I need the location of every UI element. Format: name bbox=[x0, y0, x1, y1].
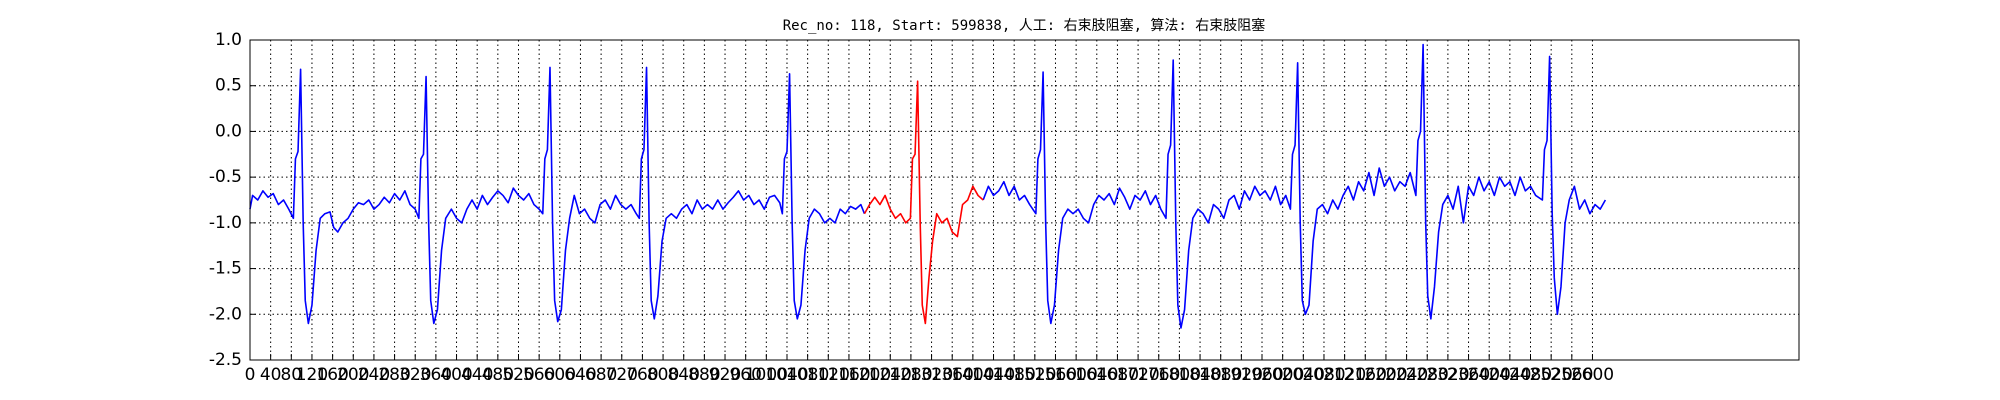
x-tick-label: 2080 bbox=[1302, 365, 1345, 385]
x-tick-label: 360 bbox=[420, 365, 452, 385]
x-tick-label: 320 bbox=[399, 365, 431, 385]
x-tick-label: 2520 bbox=[1530, 365, 1573, 385]
y-tick-label: -2.5 bbox=[209, 350, 242, 370]
x-tick-label: 2560 bbox=[1550, 365, 1593, 385]
x-tick-label: 1440 bbox=[972, 365, 1015, 385]
x-tick-label: 1040 bbox=[765, 365, 808, 385]
x-tick-label: 760 bbox=[626, 365, 658, 385]
y-tick-label: -0.5 bbox=[209, 167, 242, 187]
plot-frame bbox=[249, 39, 1800, 361]
x-tick-label: 1240 bbox=[869, 365, 912, 385]
x-tick-label: 1360 bbox=[931, 365, 974, 385]
x-tick-label: 880 bbox=[688, 365, 720, 385]
x-tick-label: 1200 bbox=[848, 365, 891, 385]
x-tick-label: 1120 bbox=[807, 365, 850, 385]
x-tick-label: 800 bbox=[647, 365, 679, 385]
x-tick-label: 2360 bbox=[1447, 365, 1490, 385]
x-tick-label: 1800 bbox=[1158, 365, 1201, 385]
x-tick-label: 1600 bbox=[1055, 365, 1098, 385]
x-tick-label: 40 bbox=[260, 365, 282, 385]
x-tick-label: 520 bbox=[502, 365, 534, 385]
x-tick-label: 1160 bbox=[827, 365, 870, 385]
x-tick-label: 2400 bbox=[1468, 365, 1511, 385]
x-tick-label: 120 bbox=[296, 365, 328, 385]
x-tick-label: 0 bbox=[245, 365, 256, 385]
x-tick-label: 2040 bbox=[1282, 365, 1325, 385]
x-tick-label: 1480 bbox=[993, 365, 1036, 385]
x-tick-label: 600 bbox=[544, 365, 576, 385]
x-tick-label: 560 bbox=[523, 365, 555, 385]
x-tick-label: 920 bbox=[709, 365, 741, 385]
x-tick-label: 2280 bbox=[1406, 365, 1449, 385]
x-tick-label: 1400 bbox=[951, 365, 994, 385]
x-tick-label: 2320 bbox=[1426, 365, 1469, 385]
x-tick-label: 1920 bbox=[1220, 365, 1263, 385]
x-tick-label: 2440 bbox=[1488, 365, 1531, 385]
x-tick-label: 400 bbox=[440, 365, 472, 385]
x-tick-label: 1880 bbox=[1199, 365, 1242, 385]
y-tick-label: -1.5 bbox=[209, 259, 242, 279]
series-line bbox=[249, 43, 1607, 329]
x-tick-label: 2120 bbox=[1323, 365, 1366, 385]
series-line bbox=[863, 80, 984, 325]
x-tick-label: 2000 bbox=[1261, 365, 1304, 385]
x-tick-label: 960 bbox=[729, 365, 761, 385]
x-tick-label: 2240 bbox=[1385, 365, 1428, 385]
x-tick-label: 2160 bbox=[1344, 365, 1387, 385]
x-tick-label: 1080 bbox=[786, 365, 829, 385]
y-tick-label: -1.0 bbox=[209, 213, 242, 233]
y-tick-label: 0.5 bbox=[215, 76, 242, 96]
x-tick-label: 200 bbox=[337, 365, 369, 385]
x-tick-label: 720 bbox=[606, 365, 638, 385]
x-tick-label: 1560 bbox=[1034, 365, 1077, 385]
x-tick-label: 640 bbox=[564, 365, 596, 385]
x-tick-label: 2480 bbox=[1509, 365, 1552, 385]
chart-title: Rec_no: 118, Start: 599838, 人工: 右束肢阻塞, 算… bbox=[783, 17, 1266, 34]
x-tick-label: 840 bbox=[667, 365, 699, 385]
x-tick-label: 1320 bbox=[910, 365, 953, 385]
x-tick-label: 1720 bbox=[1116, 365, 1159, 385]
x-tick-label: 1760 bbox=[1137, 365, 1180, 385]
x-tick-label: 240 bbox=[358, 365, 390, 385]
y-tick-label: -2.0 bbox=[209, 304, 242, 324]
x-tick-label: 1280 bbox=[889, 365, 932, 385]
x-tick-label: 1680 bbox=[1096, 365, 1139, 385]
x-tick-label: 2600 bbox=[1571, 365, 1614, 385]
y-tick-label: 0.0 bbox=[215, 121, 242, 141]
x-tick-label: 2200 bbox=[1364, 365, 1407, 385]
x-tick-label: 160 bbox=[316, 365, 348, 385]
x-tick-label: 280 bbox=[378, 365, 410, 385]
x-tick-label: 80 bbox=[280, 365, 302, 385]
x-tick-label: 1520 bbox=[1013, 365, 1056, 385]
x-tick-label: 1960 bbox=[1240, 365, 1283, 385]
x-tick-label: 1640 bbox=[1075, 365, 1118, 385]
x-tick-label: 680 bbox=[585, 365, 617, 385]
x-tick-label: 1000 bbox=[745, 365, 788, 385]
x-tick-label: 1840 bbox=[1178, 365, 1221, 385]
y-tick-label: 1.0 bbox=[215, 30, 242, 50]
x-tick-label: 440 bbox=[461, 365, 493, 385]
x-tick-label: 480 bbox=[482, 365, 514, 385]
